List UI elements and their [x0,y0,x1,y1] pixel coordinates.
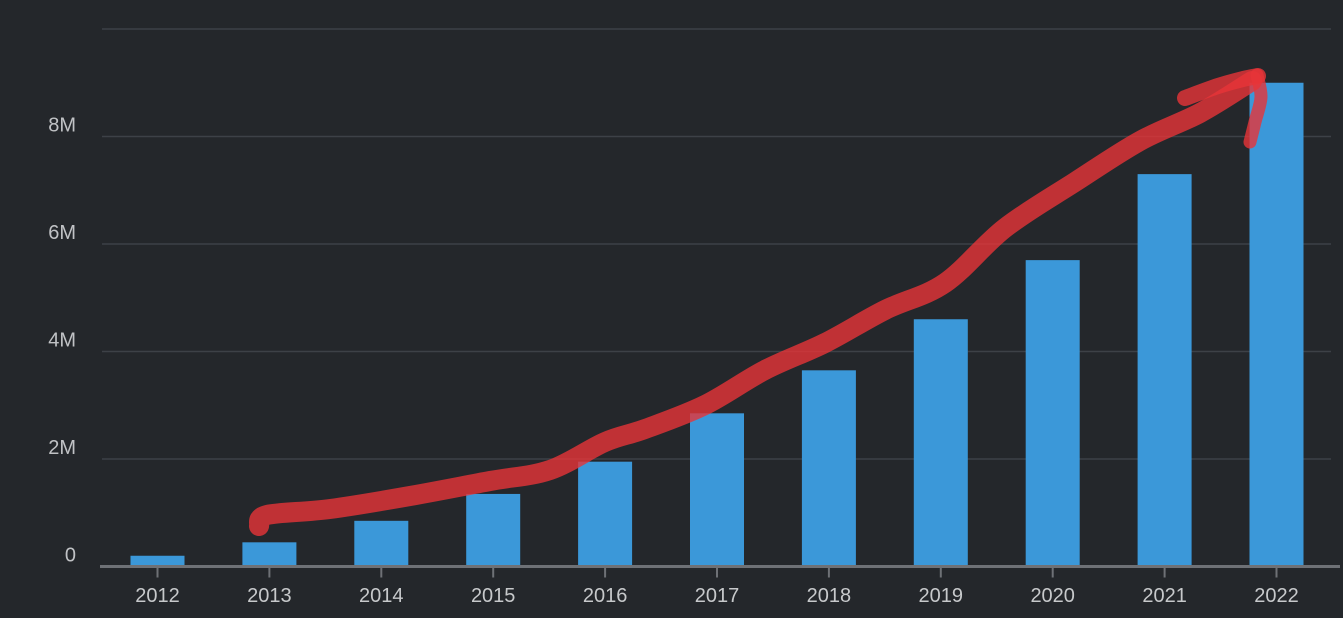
x-tick-label-2022: 2022 [1254,585,1299,607]
bar-2020 [1025,260,1080,567]
x-tick-label-2021: 2021 [1142,585,1187,607]
x-tick-label-2015: 2015 [471,585,516,607]
bar-2019 [913,319,968,567]
bar-2021 [1137,174,1192,567]
x-tick-label-2016: 2016 [583,585,628,607]
bar-2014 [354,520,409,567]
x-tick-label-2012: 2012 [135,585,180,607]
y-tick-label: 8M [48,115,76,137]
trend-arrow-head-downstroke [1243,68,1268,149]
bar-2016 [578,461,633,567]
y-tick-label: 0 [65,545,76,567]
trend-arrow-shaft [249,71,1262,536]
bar-2022 [1249,82,1304,567]
y-tick-label: 2M [48,437,76,459]
y-tick-label: 4M [48,330,76,352]
x-tick-label-2014: 2014 [359,585,404,607]
x-tick-label-2018: 2018 [807,585,852,607]
x-tick-label-2013: 2013 [247,585,292,607]
bar-2013 [242,542,297,567]
bar-2015 [466,493,521,567]
x-tick-label-2020: 2020 [1030,585,1075,607]
bar-2017 [690,413,744,567]
bar-2018 [801,370,856,567]
y-tick-label: 6M [48,222,76,244]
x-tick-label-2017: 2017 [695,585,740,607]
bar-2012 [130,555,185,567]
x-tick-label-2019: 2019 [919,585,964,607]
